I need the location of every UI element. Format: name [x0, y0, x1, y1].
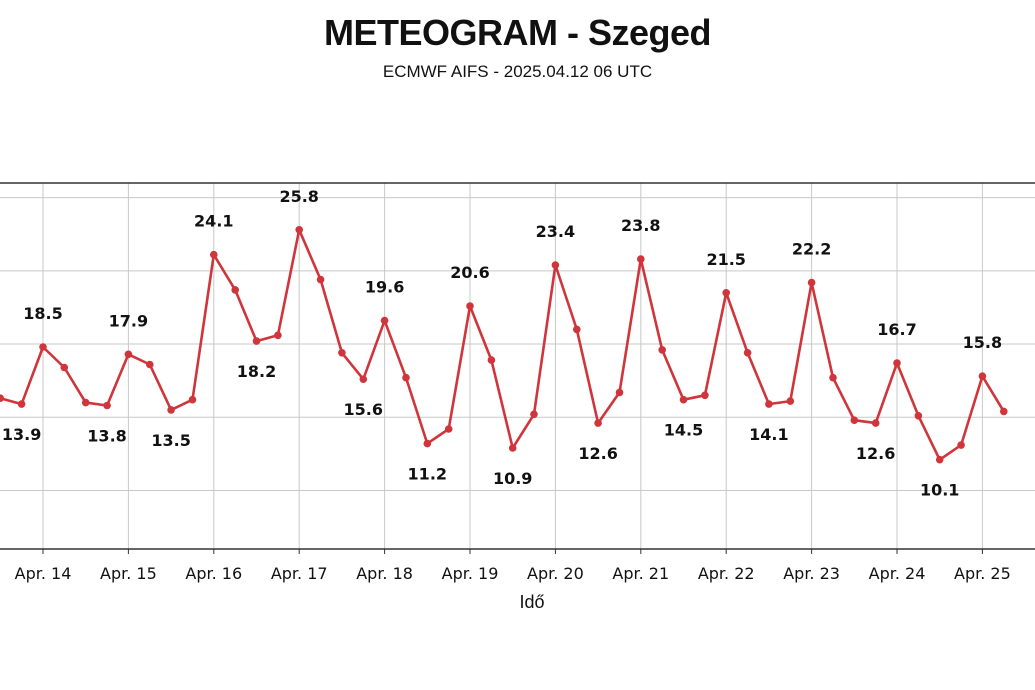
temperature-series: [0, 226, 1008, 464]
data-point: [380, 316, 389, 325]
data-point: [786, 397, 795, 405]
data-point: [893, 359, 901, 367]
data-point: [167, 406, 175, 414]
data-label: 15.6: [344, 400, 383, 419]
series-line: [0, 228, 1005, 462]
data-label: 17.9: [109, 311, 148, 330]
data-label: 16.7: [877, 320, 916, 339]
data-point: [124, 350, 133, 359]
data-label: 18.2: [237, 362, 276, 381]
data-point: [935, 455, 944, 464]
data-label: 25.8: [279, 187, 318, 206]
data-point: [679, 395, 688, 404]
data-point: [594, 419, 602, 427]
data-point: [103, 401, 111, 410]
data-label: 20.6: [450, 263, 489, 282]
data-point: [17, 400, 26, 408]
data-point: [914, 412, 923, 420]
data-point: [487, 356, 496, 364]
data-label: 23.4: [536, 222, 575, 241]
data-label: 10.1: [920, 481, 959, 500]
data-point: [508, 444, 517, 452]
data-point: [530, 410, 538, 419]
data-point: [210, 250, 218, 259]
data-point: [81, 398, 90, 407]
chart-title: METEOGRAM - Szeged: [323, 12, 712, 53]
data-point: [423, 439, 432, 448]
data-point: [743, 349, 752, 357]
x-tick-label: Apr. 17: [271, 564, 328, 583]
x-tick-label: Apr. 20: [527, 564, 584, 583]
data-label: 10.9: [493, 469, 532, 488]
data-label: 14.5: [664, 421, 703, 440]
x-tick-label: Apr. 25: [954, 564, 1011, 583]
data-label: 13.5: [151, 431, 190, 450]
data-point: [316, 275, 325, 284]
x-tick-label: Apr. 21: [612, 564, 669, 583]
data-point: [701, 391, 709, 400]
data-point: [444, 425, 453, 433]
data-point: [466, 302, 474, 310]
data-point: [359, 375, 368, 384]
chart-subtitle: ECMWF AIFS - 2025.04.12 06 UTC: [382, 62, 653, 81]
x-tick-label: Apr. 24: [869, 564, 926, 583]
data-point: [0, 394, 5, 402]
x-tick-label: Apr. 14: [15, 564, 72, 583]
x-tick-label: Apr. 22: [698, 564, 755, 583]
data-label: 23.8: [621, 216, 660, 235]
data-label: 14.1: [749, 425, 788, 444]
x-tick-label: Apr. 18: [356, 564, 413, 583]
data-point: [338, 349, 346, 357]
data-labels: 19.813.918.513.817.913.524.118.225.815.6…: [2, 187, 1002, 500]
x-tick-label: Apr. 15: [100, 564, 157, 583]
data-point: [1000, 407, 1008, 416]
data-point: [551, 261, 560, 269]
data-label: 19.6: [365, 278, 404, 297]
data-point: [957, 441, 965, 449]
data-point: [274, 331, 282, 340]
data-point: [615, 388, 624, 397]
data-point: [978, 372, 987, 381]
data-point: [188, 395, 197, 404]
data-point: [871, 419, 880, 427]
x-tick-label: Apr. 16: [185, 564, 242, 583]
data-label: 21.5: [706, 250, 745, 269]
data-point: [295, 226, 304, 234]
data-label: 12.6: [856, 444, 895, 463]
data-point: [146, 360, 154, 369]
data-label: 13.9: [2, 425, 41, 444]
data-label: 15.8: [963, 333, 1002, 352]
plot-frame: [0, 182, 1035, 550]
x-axis-ticks: Apr. 14 Apr. 15 Apr. 16 Apr. 17 Apr. 18 Apr. …: [15, 549, 1011, 583]
data-point: [252, 337, 261, 345]
data-label: 18.5: [23, 304, 62, 323]
data-point: [60, 363, 69, 372]
data-point: [850, 416, 859, 425]
x-axis-label: Idő: [519, 592, 544, 612]
grid: [0, 183, 1035, 549]
data-point: [573, 325, 581, 334]
data-point: [722, 289, 730, 297]
x-tick-label: Apr. 23: [783, 564, 840, 583]
data-point: [231, 286, 239, 294]
data-point: [658, 346, 666, 354]
data-point: [637, 255, 645, 263]
data-label: 22.2: [792, 240, 831, 259]
data-label: 12.6: [578, 444, 617, 463]
data-label: 13.8: [87, 427, 126, 446]
data-label: 11.2: [408, 465, 447, 484]
data-point: [807, 278, 816, 287]
data-point: [765, 400, 773, 408]
data-label: 24.1: [194, 212, 233, 231]
data-point: [402, 373, 410, 382]
x-tick-label: Apr. 19: [442, 564, 499, 583]
data-point: [39, 343, 47, 351]
data-point: [829, 373, 837, 382]
